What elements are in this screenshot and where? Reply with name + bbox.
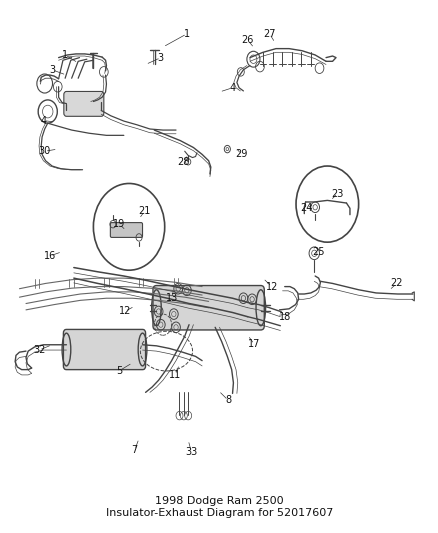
Text: 29: 29 [234, 149, 247, 159]
Text: 25: 25 [312, 247, 324, 257]
Text: 33: 33 [185, 447, 197, 457]
Text: 16: 16 [44, 251, 56, 261]
Text: 4: 4 [229, 83, 235, 93]
Text: 18: 18 [278, 312, 290, 322]
FancyBboxPatch shape [152, 286, 264, 330]
Text: 21: 21 [138, 206, 151, 216]
Text: 26: 26 [241, 35, 253, 45]
Text: 1998 Dodge Ram 2500
Insulator-Exhaust Diagram for 52017607: 1998 Dodge Ram 2500 Insulator-Exhaust Di… [106, 496, 332, 518]
Text: 11: 11 [169, 370, 181, 380]
Text: 22: 22 [390, 278, 402, 288]
Text: 5: 5 [116, 366, 122, 376]
Text: 7: 7 [131, 445, 138, 455]
Text: 24: 24 [300, 203, 312, 213]
Text: 3: 3 [157, 53, 163, 62]
Text: 3: 3 [49, 65, 55, 75]
Text: 28: 28 [177, 157, 190, 167]
Text: 17: 17 [247, 339, 260, 349]
FancyBboxPatch shape [63, 329, 145, 369]
FancyBboxPatch shape [110, 223, 142, 237]
Text: 23: 23 [331, 189, 343, 198]
Text: 27: 27 [263, 29, 275, 39]
Text: 1: 1 [62, 50, 68, 60]
Text: 4: 4 [40, 116, 46, 126]
Text: 30: 30 [39, 146, 51, 156]
FancyBboxPatch shape [64, 92, 104, 116]
Text: 1: 1 [184, 29, 190, 39]
Text: 32: 32 [33, 345, 45, 355]
Text: 12: 12 [118, 306, 131, 317]
Text: 19: 19 [113, 219, 125, 229]
Text: 13: 13 [165, 293, 177, 303]
Text: 12: 12 [265, 281, 277, 292]
Text: 8: 8 [225, 395, 231, 405]
